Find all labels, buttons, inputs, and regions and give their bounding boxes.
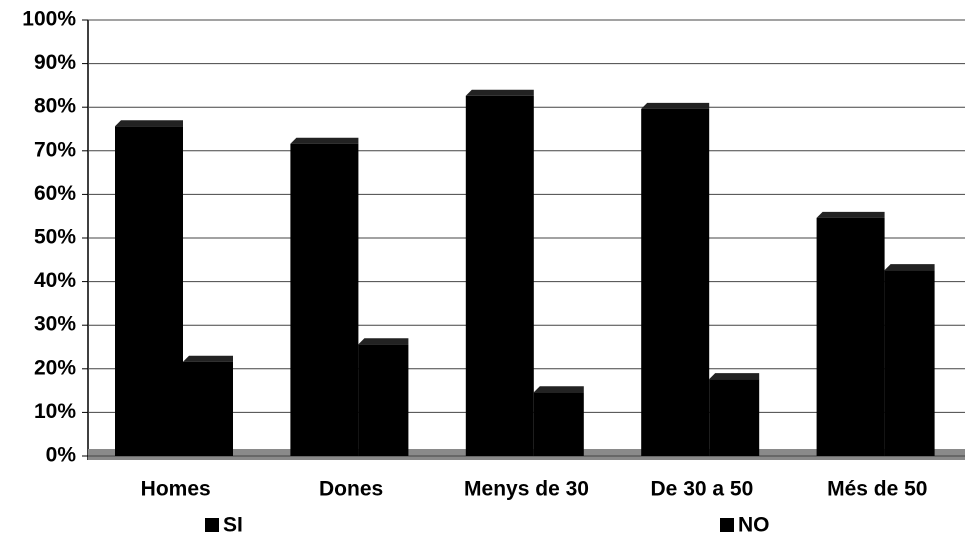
y-tick-label: 60% bbox=[34, 182, 76, 205]
y-tick-label: 90% bbox=[34, 51, 76, 74]
bar-top bbox=[641, 102, 710, 109]
x-tick-label: Dones bbox=[319, 478, 383, 501]
bar bbox=[465, 95, 534, 456]
y-tick-label: 50% bbox=[34, 226, 76, 249]
legend-swatch bbox=[205, 518, 219, 532]
y-tick-label: 10% bbox=[34, 400, 76, 423]
bar-top bbox=[358, 338, 409, 345]
y-tick-label: 80% bbox=[34, 95, 76, 118]
y-tick-label: 30% bbox=[34, 313, 76, 336]
y-tick-label: 20% bbox=[34, 356, 76, 379]
bar bbox=[533, 392, 584, 456]
bar-top bbox=[884, 264, 935, 271]
y-tick-label: 100% bbox=[22, 8, 76, 31]
bar-top bbox=[115, 120, 183, 127]
bar bbox=[115, 126, 183, 456]
bar bbox=[183, 361, 233, 456]
y-tick-label: 0% bbox=[46, 444, 77, 467]
bar-top bbox=[465, 89, 534, 96]
y-tick-label: 40% bbox=[34, 269, 76, 292]
bar bbox=[358, 344, 409, 456]
bar bbox=[816, 217, 885, 456]
bar bbox=[641, 108, 710, 456]
bar-top bbox=[709, 373, 760, 380]
bar bbox=[290, 143, 359, 456]
bar bbox=[709, 379, 760, 456]
bar-top bbox=[183, 355, 233, 362]
legend-label: SI bbox=[223, 514, 243, 537]
y-tick-label: 70% bbox=[34, 138, 76, 161]
bar-top bbox=[533, 386, 584, 393]
x-tick-label: Més de 50 bbox=[827, 478, 927, 501]
legend-label: NO bbox=[738, 514, 770, 537]
x-tick-label: Menys de 30 bbox=[464, 478, 589, 501]
x-tick-label: De 30 a 50 bbox=[651, 478, 754, 501]
legend-swatch bbox=[720, 518, 734, 532]
bar bbox=[884, 270, 935, 456]
x-tick-label: Homes bbox=[141, 478, 211, 501]
bar-top bbox=[816, 211, 885, 218]
bar-top bbox=[290, 137, 359, 144]
